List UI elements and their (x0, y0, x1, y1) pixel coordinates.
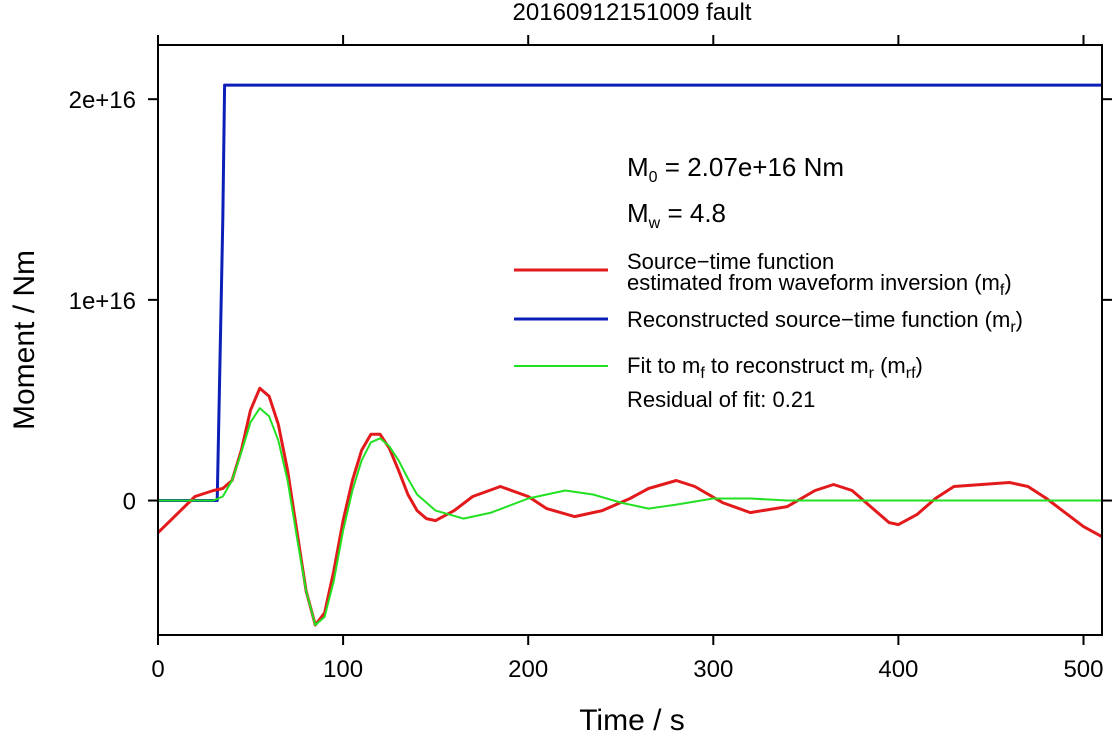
mw-prefix: M (627, 198, 649, 228)
legend-entry-3-part1: Fit to m (627, 353, 700, 378)
legend: Source−time function estimated from wave… (514, 249, 1023, 412)
legend-entry-2: Reconstructed source−time function (mr) (627, 307, 1023, 336)
legend-entry-3-part3: (m (874, 353, 906, 378)
legend-entry-3-sub3: rf (906, 365, 916, 382)
residual-annotation: Residual of fit: 0.21 (627, 387, 815, 412)
legend-entry-3-part2: to reconstruct m (705, 353, 869, 378)
m0-prefix: M (627, 152, 649, 182)
m0-subscript: 0 (649, 169, 658, 186)
legend-entry-1-line2: estimated from waveform inversion (mf) (627, 270, 1012, 299)
y-axis-label: Moment / Nm (8, 250, 41, 430)
x-tick-label: 500 (1063, 656, 1103, 683)
x-tick-label: 200 (508, 656, 548, 683)
plot-frame (157, 44, 1103, 636)
x-tick-label: 0 (151, 656, 164, 683)
mw-subscript: w (648, 215, 661, 232)
x-axis-label: Time / s (579, 704, 685, 736)
legend-entry-1-sub: f (1000, 282, 1005, 299)
legend-entry-1-text: estimated from waveform inversion (m (627, 270, 1000, 295)
legend-entry-2-sub: r (1010, 319, 1016, 336)
series-line-green (158, 407, 1102, 626)
legend-entry-3-part4: ) (916, 353, 923, 378)
x-tick-label: 400 (878, 656, 918, 683)
legend-entry-3-sub2: r (869, 365, 875, 382)
legend-entry-1-line1: Source−time function (627, 249, 834, 274)
m0-value: = 2.07e+16 Nm (658, 152, 844, 182)
m0-annotation: M0 = 2.07e+16 Nm (627, 152, 844, 186)
legend-entry-3-sub1: f (700, 365, 705, 382)
y-tick-label: 0 (123, 489, 136, 516)
mw-value: = 4.8 (660, 198, 726, 228)
mw-annotation: Mw = 4.8 (627, 198, 726, 232)
legend-entry-2-end: ) (1016, 307, 1023, 332)
y-tick-label: 1e+16 (69, 288, 136, 315)
series-layer (156, 83, 1103, 627)
x-tick-label: 100 (323, 656, 363, 683)
x-tick-label: 300 (693, 656, 733, 683)
ticks-layer: 0 100 200 300 400 500 0 1e+16 2e+16 (69, 35, 1112, 683)
series-line-red (156, 386, 1103, 627)
legend-entry-3: Fit to mf to reconstruct mr (mrf) (627, 353, 923, 382)
legend-entry-1-end: ) (1004, 270, 1011, 295)
y-tick-label: 2e+16 (69, 87, 136, 114)
legend-entry-2-text: Reconstructed source−time function (m (627, 307, 1010, 332)
chart-title: 20160912151009 fault (513, 0, 752, 26)
